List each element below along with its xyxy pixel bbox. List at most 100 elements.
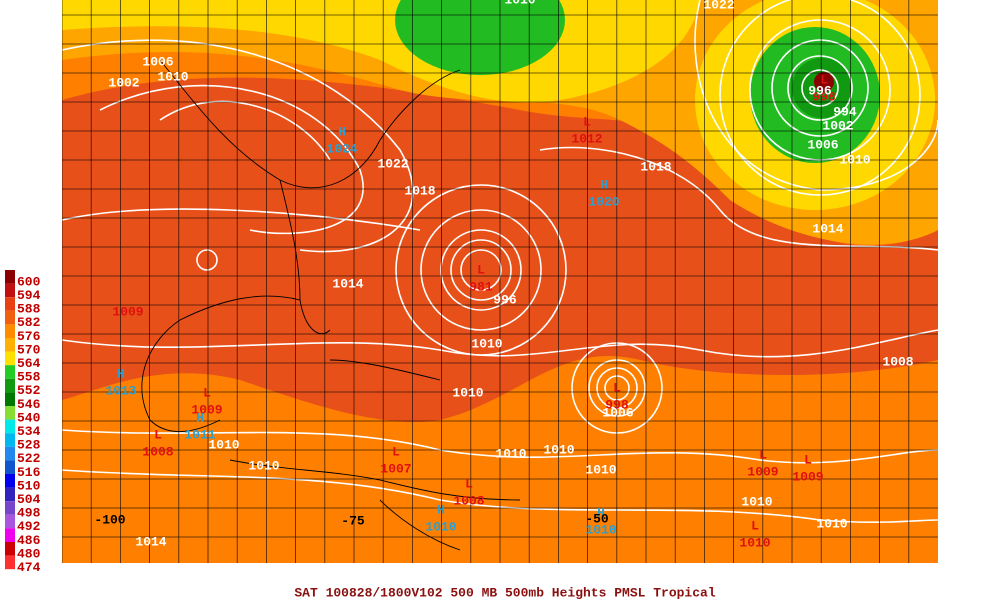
- pressure-center-letter: L: [583, 114, 591, 129]
- isobar-label: 1010: [208, 437, 239, 452]
- isobar-label: 1010: [248, 458, 279, 473]
- isobar-label: 1014: [812, 221, 843, 236]
- isobar-label: 1010: [816, 516, 847, 531]
- pressure-center-letter: L: [820, 72, 828, 87]
- legend-swatch: [5, 283, 15, 298]
- legend-label: 492: [17, 519, 41, 534]
- longitude-label: -100: [94, 512, 125, 527]
- legend-swatch: [5, 433, 15, 447]
- pressure-center-value: 1020: [588, 194, 619, 209]
- legend-swatch: [5, 419, 15, 434]
- isobar-label: 1010: [495, 446, 526, 461]
- pressure-center-value: 1010: [739, 535, 770, 550]
- pressure-center-letter: L: [392, 444, 400, 459]
- legend-label: 498: [17, 506, 41, 521]
- longitude-label: -75: [341, 513, 365, 528]
- pressure-center-value: 1008: [453, 493, 484, 508]
- isobar-label: 1010: [741, 494, 772, 509]
- map-title: SAT 100828/1800V102 500 MB 500mb Heights…: [294, 585, 715, 600]
- legend-swatch: [5, 351, 15, 366]
- pressure-center-value: 1009: [747, 464, 778, 479]
- legend-swatch: [5, 528, 15, 542]
- pressure-center-value: 1012: [571, 131, 602, 146]
- pressure-center-letter: H: [600, 177, 608, 192]
- legend-swatch: [5, 338, 15, 352]
- pressure-center-value: 998: [605, 397, 629, 412]
- isobar-label: 1010: [543, 442, 574, 457]
- pressure-center-value: 1008: [142, 444, 173, 459]
- pressure-center-letter: L: [613, 380, 621, 395]
- isobar-label: 996: [493, 292, 517, 307]
- legend-label: 576: [17, 329, 41, 344]
- legend-swatch: [5, 378, 15, 393]
- isobar-label: 1018: [404, 183, 435, 198]
- pressure-center-value: 1013: [105, 383, 136, 398]
- legend-label: 546: [17, 397, 41, 412]
- isobar-label: 1022: [703, 0, 734, 12]
- pressure-center-letter: L: [203, 385, 211, 400]
- pressure-center-value: 1010: [585, 522, 616, 537]
- pressure-center-letter: H: [597, 505, 605, 520]
- legend-swatch: [5, 514, 15, 529]
- legend-label: 564: [17, 356, 41, 371]
- legend-label: 534: [17, 424, 41, 439]
- isobar-label: 1018: [640, 159, 671, 174]
- legend-label: 528: [17, 438, 41, 453]
- legend-swatch: [5, 270, 15, 284]
- pressure-center-value: 1010: [425, 519, 456, 534]
- pressure-center-letter: H: [338, 124, 346, 139]
- legend-swatch: [5, 310, 15, 325]
- legend-swatch: [5, 392, 15, 406]
- legend-label: 504: [17, 492, 41, 507]
- legend-label: 552: [17, 383, 41, 398]
- pressure-center-letter: H: [437, 502, 445, 517]
- legend-swatch: [5, 324, 15, 338]
- legend-swatch: [5, 542, 15, 556]
- isobar-label: 1014: [135, 534, 166, 549]
- pressure-center-value: 998: [812, 89, 836, 104]
- isobar-label: 1006: [807, 137, 838, 152]
- pressure-center-value: 1011: [184, 427, 215, 442]
- pressure-center-letter: L: [804, 452, 812, 467]
- isobar-label: 1006: [142, 54, 173, 69]
- isobar-label: 1010: [471, 336, 502, 351]
- pressure-center-value: 1024: [326, 141, 357, 156]
- isobar-label: 1010: [504, 0, 535, 7]
- isobar-label: 1010: [157, 69, 188, 84]
- legend-swatch: [5, 446, 15, 461]
- legend-label: 558: [17, 370, 41, 385]
- legend-swatch: [5, 487, 15, 502]
- isobar-label: 1010: [839, 152, 870, 167]
- isobar-label: 1002: [822, 118, 853, 133]
- pressure-center-letter: L: [751, 518, 759, 533]
- legend-label: 582: [17, 315, 41, 330]
- legend-label: 594: [17, 288, 41, 303]
- legend-label: 600: [17, 274, 41, 289]
- longitude-label: -50: [585, 511, 609, 526]
- isobar-label: 1010: [452, 385, 483, 400]
- pressure-center-value: 1009: [792, 469, 823, 484]
- legend-label: 540: [17, 410, 41, 425]
- isobar-label: 1006: [602, 405, 633, 420]
- legend-label: 486: [17, 533, 41, 548]
- legend-label: 522: [17, 451, 41, 466]
- isobar-label: 1008: [882, 354, 913, 369]
- legend-label: 510: [17, 478, 41, 493]
- pressure-center-letter: L: [759, 447, 767, 462]
- pressure-center-letter: L: [154, 427, 162, 442]
- pressure-center-letter: L: [477, 262, 485, 277]
- pressure-center-letter: L: [465, 476, 473, 491]
- pressure-center-letter: H: [117, 366, 125, 381]
- pressure-center-letter: H: [196, 410, 204, 425]
- legend-label: 480: [17, 546, 41, 561]
- isobar-label: 1002: [108, 75, 139, 90]
- legend-label: 474: [17, 560, 41, 575]
- pressure-center-value: 1009: [191, 402, 222, 417]
- legend-swatch: [5, 474, 15, 488]
- legend-swatch: [5, 555, 15, 570]
- pressure-label: 1009: [112, 304, 143, 319]
- isobar-label: 996: [808, 83, 832, 98]
- isobar-label: 1014: [332, 276, 363, 291]
- isobar-label: 1022: [377, 156, 408, 171]
